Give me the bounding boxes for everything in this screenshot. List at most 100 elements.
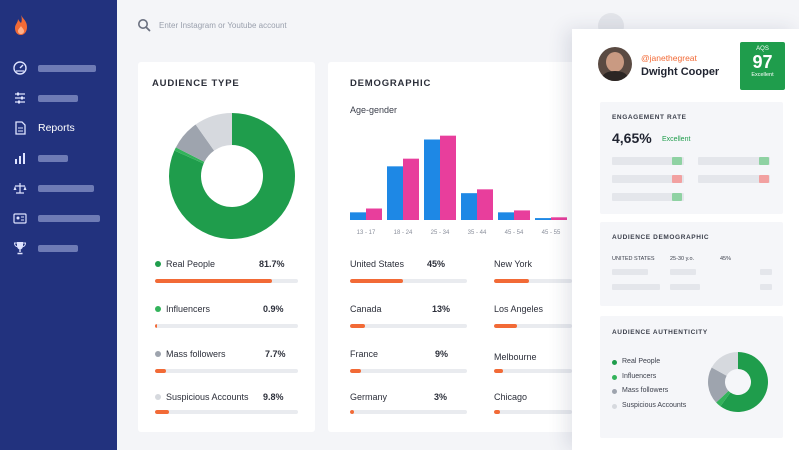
city-bar-track (494, 410, 572, 414)
bar-35-44-series-1 (461, 193, 477, 220)
bar-25-34-series-1 (424, 139, 440, 220)
sidebar-item-reports[interactable]: Reports (12, 120, 112, 136)
bar-35-44-series-2 (477, 189, 493, 220)
top-bar (117, 0, 637, 48)
authenticity-dot (612, 404, 617, 409)
sidebar-item-dashboard[interactable] (12, 60, 112, 76)
sidebar-item-placeholder (38, 64, 96, 72)
country-bar-fill (350, 410, 354, 414)
sidebar-item-compare[interactable] (12, 180, 112, 196)
country-bar-fill (350, 279, 403, 283)
engagement-title: ENGAGEMENT RATE (612, 114, 687, 121)
audience-pct: 45% (720, 256, 732, 262)
engagement-stat-indicator (672, 157, 682, 165)
audience-row-pct: 9.8% (263, 392, 284, 402)
country-bar-fill (350, 369, 361, 373)
audience-row-label: Suspicious Accounts (166, 392, 249, 402)
audience-row-label: Real People (166, 259, 216, 269)
country-pct: 3% (434, 392, 448, 402)
search-input[interactable] (159, 16, 459, 34)
sliders-icon (12, 90, 28, 106)
authenticity-legend-label: Influencers (622, 373, 657, 380)
city-label: Los Angeles (494, 304, 544, 314)
sidebar-item-placeholder (38, 184, 94, 192)
donut-slice-real-people (720, 352, 768, 412)
x-tick-label: 35 - 44 (468, 230, 487, 236)
authenticity-legend-label: Mass followers (622, 387, 669, 394)
bar-45-54-series-1 (498, 212, 514, 220)
authenticity-legend-label: Real People (622, 358, 661, 365)
legend-dot-influencers (155, 306, 161, 312)
demographic-card (328, 62, 588, 432)
demographic-placeholder-bar (670, 284, 700, 290)
country-bar-track (350, 410, 467, 414)
id-card-icon (12, 210, 28, 226)
audience-row-pct: 81.7% (259, 259, 285, 269)
age-gender-title: Age-gender (350, 105, 398, 115)
engagement-stat-indicator (759, 157, 769, 165)
country-bar-track (350, 324, 467, 328)
donut-slice-mass-followers (175, 124, 215, 162)
sidebar-item-profiles[interactable] (12, 210, 112, 226)
city-label: Chicago (494, 392, 528, 402)
audience-bar-track (155, 369, 298, 373)
bar-chart-icon (12, 150, 28, 166)
engagement-stat-bar (612, 157, 684, 165)
audience-age-range: 25-30 y.o. (670, 256, 695, 262)
city-bar-fill (494, 324, 518, 328)
donut-slice-mass-followers (708, 367, 729, 403)
x-tick-label: 25 - 34 (431, 230, 450, 236)
engagement-grade: Excellent (662, 136, 691, 143)
demographic-title: DEMOGRAPHIC (350, 78, 432, 89)
bar-13-17-series-1 (350, 212, 366, 220)
audience-type-donut (169, 113, 295, 239)
donut-slice-real-people (169, 113, 295, 239)
audience-country: UNITED STATES (612, 256, 655, 262)
audience-bar-track (155, 279, 298, 283)
age-gender-bar-chart: 13 - 17 18 - 24 25 - 34 35 - 44 45 - 54 45 - … (350, 135, 567, 236)
aqs-score-badge: AQS 97 Excellent (740, 42, 785, 90)
speedometer-icon (12, 60, 28, 76)
search-icon[interactable] (137, 18, 151, 32)
legend-dot-real-people (155, 261, 161, 267)
engagement-stat-bar (612, 193, 684, 201)
city-bar-fill (494, 369, 504, 373)
legend-dot-suspicious (155, 394, 161, 400)
flame-logo-icon[interactable] (12, 14, 30, 36)
audience-row-label: Influencers (166, 304, 211, 314)
city-bar-track (494, 369, 572, 373)
country-bar-track (350, 279, 467, 283)
audience-bar-fill (155, 324, 158, 328)
x-tick-label: 18 - 24 (394, 230, 413, 236)
audience-bar-fill (155, 279, 272, 283)
bar-25-34-series-2 (440, 135, 456, 220)
country-bar-fill (350, 324, 366, 328)
city-label: New York (494, 259, 533, 269)
demographic-placeholder-bar (612, 284, 660, 290)
trophy-icon (12, 240, 28, 256)
sidebar-item-placeholder (38, 214, 100, 222)
bar-13-17-series-2 (366, 208, 382, 220)
sidebar-item-placeholder (38, 244, 78, 252)
sidebar-item-analytics[interactable] (12, 150, 112, 166)
profile-avatar[interactable] (598, 47, 632, 81)
sidebar-item-filters[interactable] (12, 90, 112, 106)
sidebar-item-rankings[interactable] (12, 240, 112, 256)
country-label: France (350, 349, 379, 359)
audience-bar-track (155, 324, 298, 328)
aqs-label: AQS (756, 46, 769, 52)
engagement-value: 4,65% (612, 130, 652, 146)
sidebar-item-placeholder (38, 94, 78, 102)
audience-bar-fill (155, 369, 166, 373)
donut-slice-suspicious-accounts (711, 352, 738, 376)
engagement-stat-indicator (672, 175, 682, 183)
profile-handle[interactable]: @janethegreat (641, 53, 697, 63)
authenticity-title: AUDIENCE AUTHENTICITY (612, 329, 708, 336)
country-pct: 45% (427, 259, 446, 269)
country-label: Germany (350, 392, 388, 402)
bar-18-24-series-1 (387, 166, 403, 220)
audience-demographic-section (600, 222, 783, 306)
profile-name: Dwight Cooper (641, 66, 720, 78)
authenticity-donut (708, 352, 768, 412)
authenticity-dot (612, 375, 617, 380)
